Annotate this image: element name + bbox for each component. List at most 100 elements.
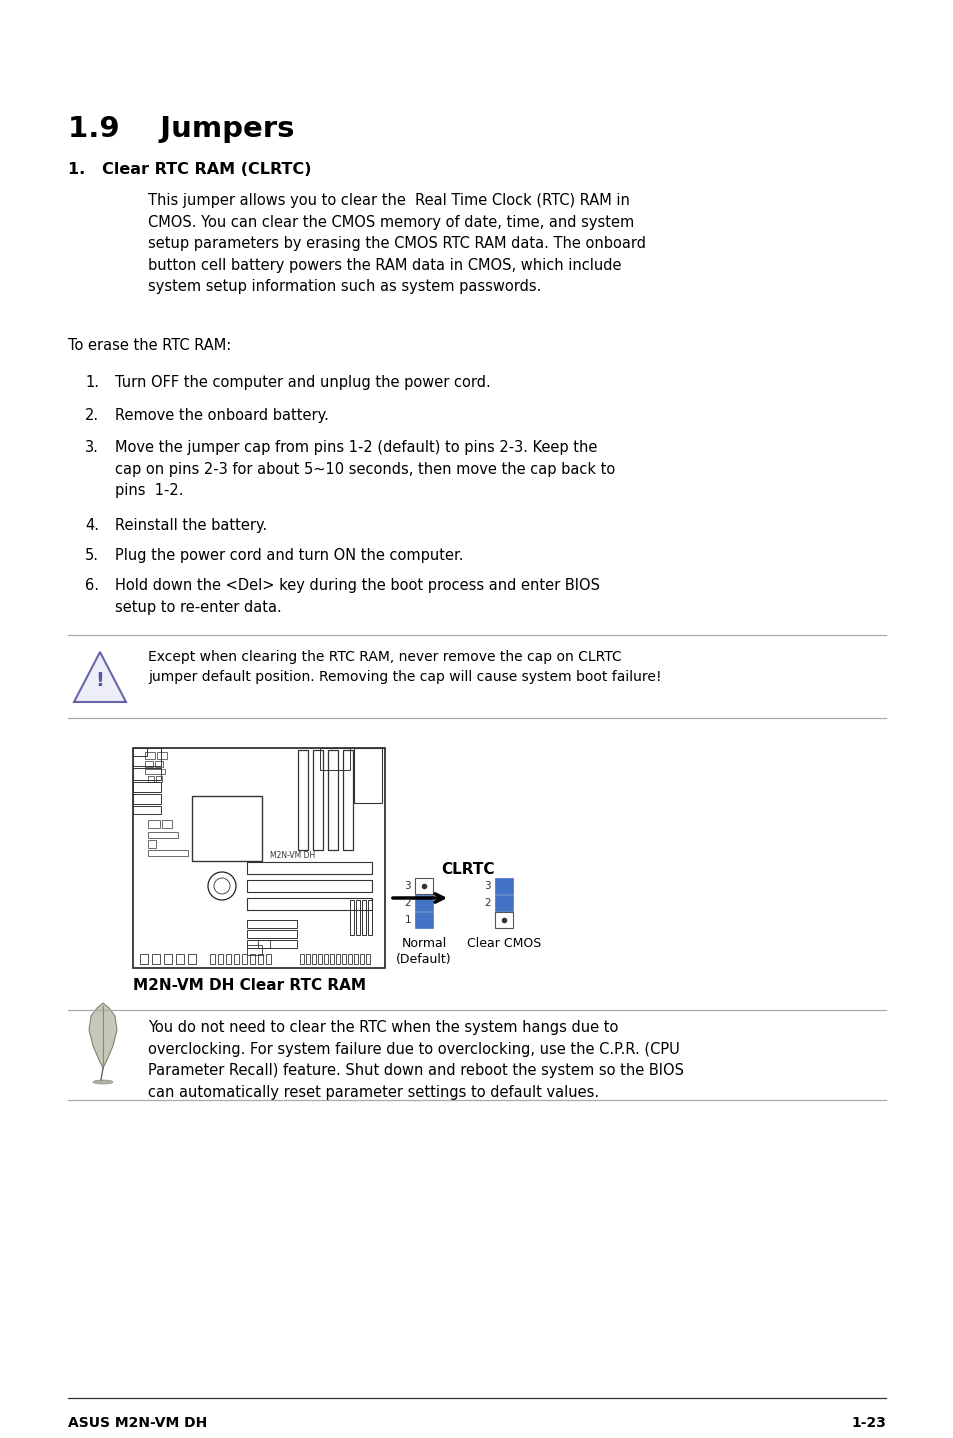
Bar <box>299 953 304 963</box>
Bar <box>132 748 161 766</box>
Bar <box>257 940 270 948</box>
Bar <box>162 820 172 828</box>
Bar <box>368 900 372 935</box>
Text: Except when clearing the RTC RAM, never remove the cap on CLRTC
jumper default p: Except when clearing the RTC RAM, never … <box>148 650 660 684</box>
Bar <box>266 953 271 963</box>
Bar <box>148 820 160 828</box>
Text: 3: 3 <box>404 881 411 892</box>
Bar <box>148 840 156 848</box>
Polygon shape <box>89 1002 117 1068</box>
Bar <box>233 953 239 963</box>
Text: 5.: 5. <box>85 548 99 564</box>
Bar <box>495 894 513 912</box>
Bar <box>330 953 334 963</box>
Bar <box>140 953 148 963</box>
Text: 1.9    Jumpers: 1.9 Jumpers <box>68 115 294 142</box>
Bar <box>175 953 184 963</box>
Bar <box>250 953 254 963</box>
Bar <box>145 769 165 774</box>
Text: Reinstall the battery.: Reinstall the battery. <box>115 518 267 533</box>
Bar <box>415 879 433 894</box>
Bar <box>495 879 513 894</box>
Bar <box>341 953 346 963</box>
Bar <box>148 850 188 856</box>
Text: M2N-VM DH: M2N-VM DH <box>270 851 314 860</box>
Bar <box>317 953 322 963</box>
Bar <box>132 782 161 792</box>
Text: 2.: 2. <box>85 408 99 423</box>
Bar <box>355 900 359 935</box>
Bar <box>132 794 161 804</box>
Bar <box>415 912 433 928</box>
Bar <box>218 953 223 963</box>
Text: 3.: 3. <box>85 440 99 454</box>
Bar <box>313 751 323 850</box>
Text: Move the jumper cap from pins 1-2 (default) to pins 2-3. Keep the
cap on pins 2-: Move the jumper cap from pins 1-2 (defau… <box>115 440 615 498</box>
Text: 2: 2 <box>404 897 411 907</box>
Bar <box>306 953 310 963</box>
Bar <box>210 953 214 963</box>
Text: 3: 3 <box>484 881 491 892</box>
Text: You do not need to clear the RTC when the system hangs due to
overclocking. For : You do not need to clear the RTC when th… <box>148 1020 683 1100</box>
Bar <box>188 953 195 963</box>
Bar <box>164 953 172 963</box>
Text: 1-23: 1-23 <box>850 1416 885 1429</box>
Bar <box>247 930 296 938</box>
Text: Normal
(Default): Normal (Default) <box>395 938 452 966</box>
Bar <box>157 752 167 759</box>
Text: Plug the power cord and turn ON the computer.: Plug the power cord and turn ON the comp… <box>115 548 463 564</box>
Bar <box>335 953 339 963</box>
Bar <box>247 880 372 892</box>
Polygon shape <box>74 651 126 702</box>
Bar <box>415 894 433 912</box>
Bar <box>226 953 231 963</box>
Text: 1.   Clear RTC RAM (CLRTC): 1. Clear RTC RAM (CLRTC) <box>68 162 312 177</box>
Bar <box>350 900 354 935</box>
Bar <box>348 953 352 963</box>
Bar <box>145 752 154 759</box>
Bar <box>297 751 308 850</box>
Bar <box>324 953 328 963</box>
Bar <box>132 768 161 779</box>
Text: !: ! <box>95 670 104 689</box>
Bar <box>247 920 296 928</box>
Text: 6.: 6. <box>85 578 99 592</box>
Text: 1.: 1. <box>85 375 99 390</box>
Bar <box>247 897 372 910</box>
Bar <box>328 751 337 850</box>
Bar <box>366 953 370 963</box>
Text: Hold down the <Del> key during the boot process and enter BIOS
setup to re-enter: Hold down the <Del> key during the boot … <box>115 578 599 614</box>
Text: Remove the onboard battery.: Remove the onboard battery. <box>115 408 329 423</box>
Ellipse shape <box>92 1080 112 1084</box>
Bar <box>359 953 364 963</box>
Bar <box>132 807 161 814</box>
Bar <box>156 777 162 782</box>
Text: Clear CMOS: Clear CMOS <box>466 938 540 951</box>
Bar <box>132 748 385 968</box>
Text: ASUS M2N-VM DH: ASUS M2N-VM DH <box>68 1416 207 1429</box>
Bar <box>132 748 147 756</box>
Text: CLRTC: CLRTC <box>441 861 495 877</box>
Text: M2N-VM DH Clear RTC RAM: M2N-VM DH Clear RTC RAM <box>132 978 366 994</box>
Bar <box>247 861 372 874</box>
Bar <box>148 833 178 838</box>
Bar <box>354 953 357 963</box>
Bar <box>154 761 163 766</box>
Bar <box>242 953 247 963</box>
Bar <box>247 940 296 948</box>
Bar <box>247 945 262 955</box>
Bar <box>312 953 315 963</box>
Text: 4.: 4. <box>85 518 99 533</box>
Bar <box>192 797 262 861</box>
Bar <box>361 900 366 935</box>
Text: 2: 2 <box>484 897 491 907</box>
Text: Turn OFF the computer and unplug the power cord.: Turn OFF the computer and unplug the pow… <box>115 375 490 390</box>
Text: 1: 1 <box>404 915 411 925</box>
Bar <box>257 953 263 963</box>
Text: To erase the RTC RAM:: To erase the RTC RAM: <box>68 338 231 352</box>
Bar <box>148 777 153 782</box>
Bar <box>152 953 160 963</box>
Bar <box>145 761 152 766</box>
Bar <box>495 912 513 928</box>
Bar <box>319 748 350 769</box>
